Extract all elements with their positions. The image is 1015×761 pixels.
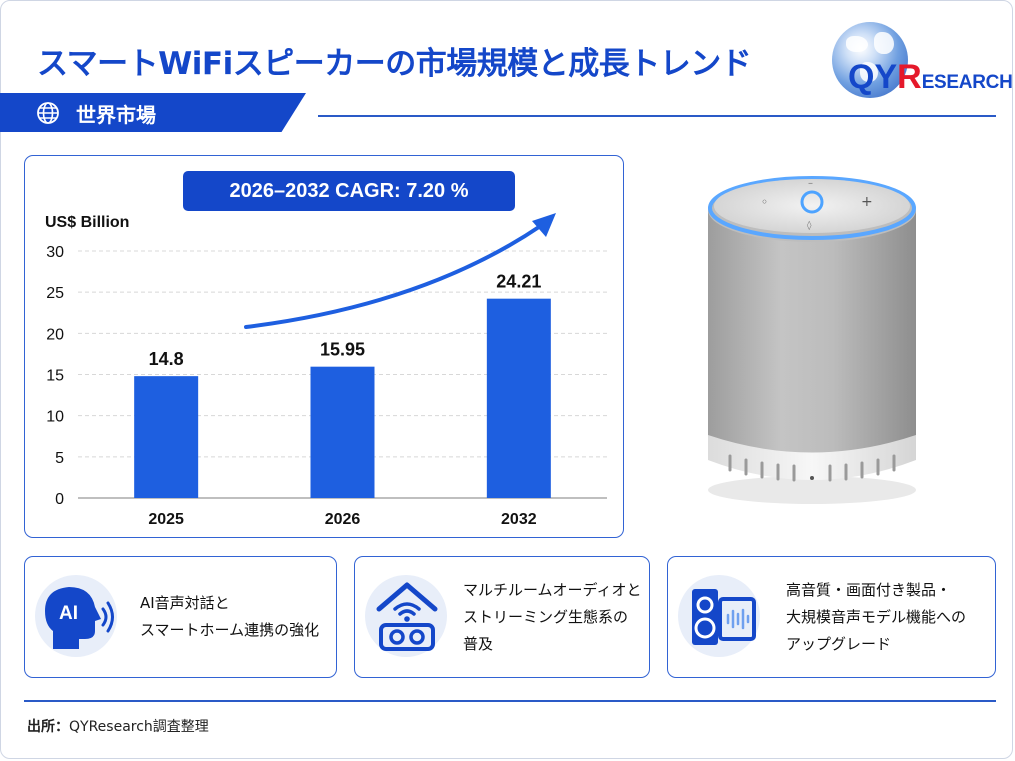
y-tick-label: 5: [55, 450, 64, 467]
section-ribbon: 世界市場: [0, 93, 306, 132]
data-label-2025: 14.8: [149, 349, 184, 369]
home-wifi-speaker-icon: [376, 582, 438, 651]
source-label: 出所：: [27, 719, 69, 735]
data-label-2026: 15.95: [320, 340, 365, 360]
feature-3-line-3: アップグレード: [786, 635, 892, 653]
smart-speaker-image: ◦ + – ◊: [708, 176, 916, 504]
ai-voice-head-icon: AI: [45, 587, 114, 649]
y-tick-label: 20: [46, 326, 64, 343]
growth-arrowhead: [532, 213, 556, 237]
feature-card-multiroom: マルチルームオーディオと ストリーミング生態系の 普及: [354, 556, 650, 678]
y-tick-label: 30: [46, 244, 64, 261]
qyresearch-logo: QYRESEARCH: [826, 18, 1013, 106]
bar-2026: [310, 366, 375, 498]
feature-1-line-1: AI音声対話と: [140, 594, 230, 612]
feature-2-line-2: ストリーミング生態系の: [463, 608, 629, 626]
bar-2025: [134, 376, 199, 498]
y-tick-label: 25: [46, 285, 64, 302]
section-divider: [318, 115, 996, 117]
bar-2032: [486, 298, 551, 498]
footer-divider: [24, 700, 996, 702]
x-tick-label-2026: 2026: [325, 511, 361, 528]
logo-text: QYRESEARCH: [848, 58, 1013, 96]
feature-3-line-2: 大規模音声モデル機能への: [786, 608, 967, 626]
data-labels: 14.8 15.95 24.21: [149, 272, 542, 369]
growth-arrow: [244, 223, 544, 329]
data-label-2032: 24.21: [496, 272, 541, 292]
page-title: スマートWiFiスピーカーの市場規模と成長トレンド: [37, 46, 752, 82]
feature-2-line-1: マルチルームオーディオと: [463, 581, 642, 599]
svg-text:–: –: [808, 178, 813, 189]
x-tick-label-2025: 2025: [148, 511, 184, 528]
source-text: QYResearch調査整理: [69, 719, 209, 735]
feature-card-ai: AI AI音声対話と スマートホーム連携の強化: [24, 556, 337, 678]
svg-text:◊: ◊: [807, 220, 812, 231]
globe-icon: [37, 102, 59, 124]
source-note: 出所：QYResearch調査整理: [27, 716, 209, 736]
feature-3-line-1: 高音質・画面付き製品・: [786, 581, 952, 599]
speaker-display-icon: [692, 589, 756, 645]
y-tick-label: 10: [46, 409, 64, 426]
y-tick-label: 15: [46, 368, 64, 385]
cagr-badge: 2026–2032 CAGR: 7.20 %: [183, 171, 515, 211]
y-tick-label: 0: [55, 491, 64, 508]
feature-2-line-3: 普及: [463, 635, 494, 653]
x-tick-labels: 2025 2026 2032: [148, 511, 536, 528]
feature-card-upgrade: 高音質・画面付き製品・ 大規模音声モデル機能への アップグレード: [667, 556, 996, 678]
x-tick-label-2032: 2032: [501, 511, 537, 528]
svg-text:+: +: [861, 194, 873, 210]
svg-text:◦: ◦: [761, 195, 768, 209]
svg-text:AI: AI: [59, 603, 78, 624]
section-label: 世界市場: [76, 103, 156, 127]
feature-1-line-2: スマートホーム連携の強化: [140, 621, 320, 639]
logo-globe-icon: [832, 22, 908, 98]
y-axis-label: US$ Billion: [45, 214, 130, 231]
bars: [134, 298, 551, 498]
y-tick-labels: 0 5 10 15 20 25 30: [46, 244, 64, 508]
